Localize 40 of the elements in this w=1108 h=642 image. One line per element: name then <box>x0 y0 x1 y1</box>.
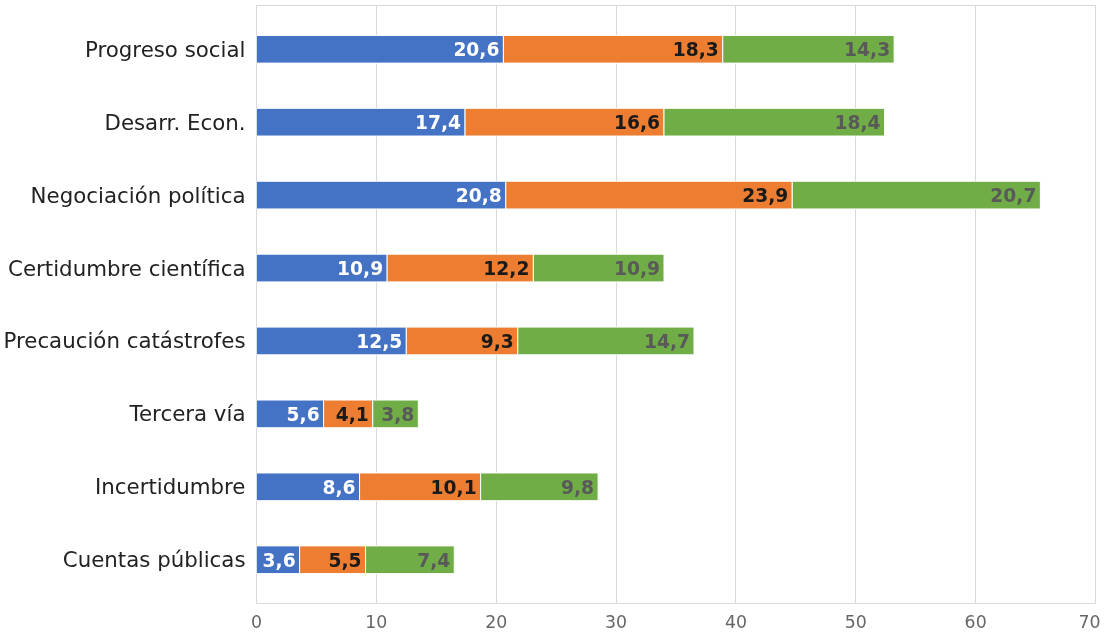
data-label: 10,9 <box>613 258 661 280</box>
data-label: 5,5 <box>328 549 362 571</box>
data-label: 18,3 <box>672 39 719 61</box>
y-tick-label: Negociación política <box>30 182 246 208</box>
data-label: 4,1 <box>335 403 369 425</box>
x-tick-label: 0 <box>250 611 263 632</box>
data-label: 23,9 <box>742 185 789 207</box>
data-label: 3,8 <box>381 403 415 425</box>
data-label: 10,9 <box>337 258 384 280</box>
x-tick-label: 10 <box>365 611 388 632</box>
data-label: 20,7 <box>990 185 1037 207</box>
x-tick-label: 30 <box>605 611 628 632</box>
y-tick-label: Tercera vía <box>128 401 246 427</box>
data-label: 20,8 <box>455 185 502 207</box>
y-tick-label: Desarr. Econ. <box>104 109 246 135</box>
data-label: 7,4 <box>417 549 451 571</box>
y-tick-label: Progreso social <box>84 36 246 62</box>
y-tick-label: Cuentas públicas <box>62 547 246 573</box>
y-tick-label: Precaución catástrofes <box>3 328 246 354</box>
data-label: 3,6 <box>262 549 296 571</box>
data-label: 10,1 <box>430 476 477 498</box>
data-label: 5,6 <box>286 403 320 425</box>
data-label: 18,4 <box>834 112 881 134</box>
data-label: 9,3 <box>480 330 514 352</box>
x-tick-label: 20 <box>485 611 508 632</box>
y-tick-label: Incertidumbre <box>95 474 246 500</box>
data-label: 9,8 <box>561 476 595 498</box>
data-label: 12,5 <box>356 330 403 352</box>
data-label: 12,2 <box>483 258 530 280</box>
x-tick-label: 60 <box>964 611 987 632</box>
x-tick-label: 40 <box>724 611 747 632</box>
data-label: 20,6 <box>453 39 500 61</box>
data-label: 16,6 <box>613 112 661 134</box>
data-label: 17,4 <box>415 112 462 134</box>
y-tick-label: Certidumbre científica <box>8 255 246 281</box>
data-label: 14,3 <box>844 39 891 61</box>
x-tick-label: 50 <box>844 611 867 632</box>
data-label: 14,7 <box>643 330 690 352</box>
x-tick-label: 70 <box>1078 611 1101 632</box>
data-label: 8,6 <box>322 476 356 498</box>
